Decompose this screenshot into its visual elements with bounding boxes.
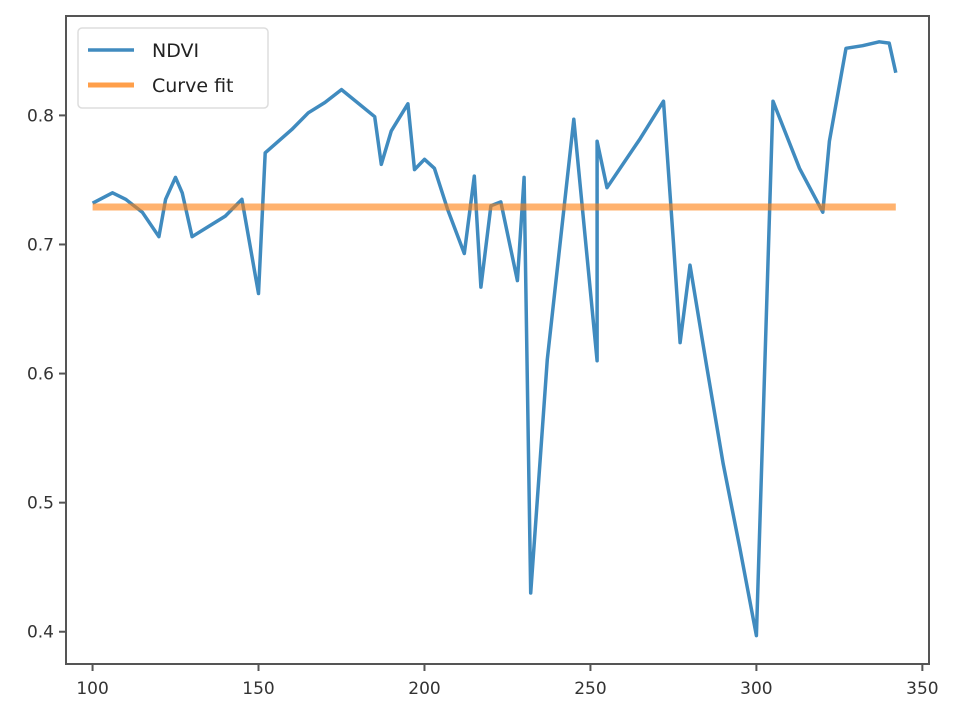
x-tick-label: 150 [242, 679, 274, 699]
series-line-ndvi [91, 40, 898, 638]
series-layer [91, 40, 898, 638]
x-tick-label: 350 [906, 679, 938, 699]
y-tick-label: 0.8 [27, 106, 54, 126]
x-tick-label: 300 [740, 679, 772, 699]
legend-box [77, 27, 269, 109]
y-axis: 0.4 0.5 0.6 0.7 0.8 [27, 106, 66, 643]
y-tick-label: 0.7 [27, 235, 54, 255]
plot-frame [65, 15, 930, 665]
plot-area [66, 16, 929, 664]
y-tick-label: 0.6 [27, 365, 54, 385]
legend-label-curve-fit: Curve fit [152, 75, 234, 97]
legend: NDVI Curve fit [77, 27, 269, 109]
legend-label-ndvi: NDVI [152, 40, 199, 62]
y-tick-label: 0.4 [27, 623, 54, 643]
plot-background [66, 16, 929, 664]
x-tick-label: 100 [76, 679, 108, 699]
y-tick-label: 0.5 [27, 494, 54, 514]
x-tick-label: 200 [408, 679, 440, 699]
x-tick-label: 250 [574, 679, 606, 699]
x-axis: 100 150 200 250 300 350 [76, 664, 939, 699]
